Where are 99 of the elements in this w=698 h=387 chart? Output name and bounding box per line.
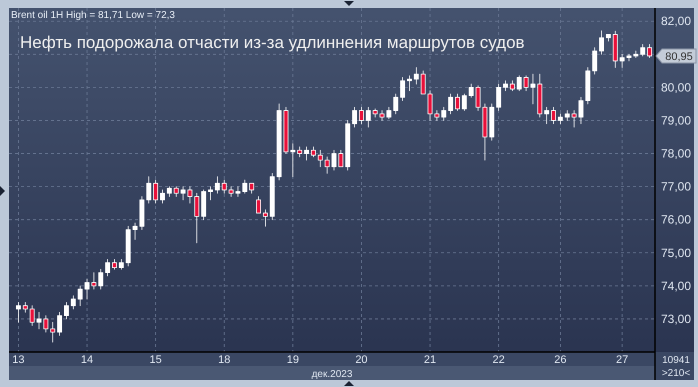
candlestick: [153, 180, 158, 204]
candlestick: [496, 84, 502, 111]
candlestick: [166, 186, 172, 197]
candlestick: [256, 196, 261, 214]
candlestick: [647, 44, 652, 58]
candlestick: [448, 94, 454, 114]
candlestick: [482, 104, 488, 161]
candlestick: [214, 176, 220, 194]
candlestick: [530, 74, 536, 104]
candlestick: [434, 110, 440, 121]
candlestick: [57, 312, 62, 336]
candlestick: [592, 47, 598, 75]
candlestick: [476, 85, 481, 111]
candlestick: [352, 106, 358, 128]
candlestick: [524, 75, 529, 92]
candlestick: [324, 156, 330, 174]
candlestick: [160, 190, 165, 204]
candlestick: [64, 302, 69, 320]
y-tick-label: 74,00: [660, 278, 692, 293]
candlestick: [91, 272, 96, 290]
chart-subtitle: Brent oil 1H High = 81,71 Low = 72,3: [11, 10, 176, 21]
x-tick-label: 27: [616, 354, 628, 366]
candlestick: [558, 113, 563, 124]
candlestick: [208, 186, 213, 200]
x-axis-title: дек.2023: [312, 369, 353, 380]
candlestick: [578, 96, 584, 124]
candlestick: [98, 268, 104, 290]
x-tick-label: 20: [355, 354, 368, 366]
x-tick-label: 13: [12, 354, 25, 366]
candlestick: [84, 278, 90, 300]
candlestick: [358, 106, 364, 124]
candlestick: [620, 54, 625, 68]
candlestick: [118, 258, 124, 270]
candlestick: [187, 186, 192, 204]
candlestick: [585, 67, 590, 104]
x-tick-label: 22: [492, 354, 505, 366]
candlestick: [270, 172, 275, 220]
candlestick: [332, 150, 336, 170]
x-tick-label: 21: [424, 354, 436, 366]
candlestick: [462, 94, 467, 111]
candlestick: [262, 209, 268, 227]
candlestick: [599, 30, 604, 55]
y-tick-label: 77,00: [660, 180, 692, 194]
x-tick-label: 19: [286, 354, 299, 366]
x-tick-label: 14: [80, 354, 94, 366]
candlestick: [345, 120, 350, 170]
candlestick: [386, 106, 392, 120]
text: >210<: [662, 368, 690, 379]
candlestick: [132, 222, 138, 240]
candlestick: [572, 110, 577, 128]
text: Нефть подорожала отчасти из-за удлиннения маршрутов судов: [20, 33, 525, 52]
candlestick: [551, 106, 556, 124]
candlestick: [516, 75, 522, 92]
candlestick: [310, 146, 316, 158]
candlestick: [612, 30, 618, 68]
y-tick-label: 75,00: [660, 246, 692, 260]
candlestick: [43, 315, 48, 333]
candlestick: [606, 34, 611, 42]
y-tick-label: 79,00: [660, 113, 692, 128]
candlestick: [180, 186, 186, 200]
candlestick: [441, 106, 446, 121]
candlestick: [633, 50, 638, 58]
candlestick: [428, 90, 432, 121]
candlestick: [139, 196, 144, 230]
candlestick: [30, 305, 35, 326]
candlestick: [380, 110, 384, 121]
candlestick: [407, 75, 412, 92]
candlestick: [503, 80, 508, 92]
candlestick: [36, 312, 42, 330]
candlestick: [105, 258, 110, 276]
candlestick: [468, 84, 474, 98]
candlestick: [228, 186, 234, 197]
candlestick: [626, 54, 632, 62]
text: 80,95: [665, 50, 693, 63]
x-tick-label: 15: [150, 354, 162, 366]
candlestick: [304, 146, 310, 161]
candlestick: [455, 94, 460, 111]
candlestick: [16, 302, 21, 323]
x-tick-label: 18: [218, 354, 230, 366]
candlestick: [70, 295, 76, 310]
candlestick: [78, 285, 83, 306]
y-tick-label: 76,00: [660, 212, 692, 227]
candlestick: [338, 150, 344, 168]
y-tick-label: 73,00: [660, 312, 692, 326]
candlestick: [236, 186, 240, 197]
candlestick: [284, 106, 288, 154]
candlestick: [489, 104, 494, 141]
x-tick-label: 26: [554, 354, 567, 366]
y-tick-label: 82,00: [660, 14, 692, 28]
y-tick-label: 78,00: [660, 146, 692, 161]
candlestick: [400, 77, 406, 102]
text: 10941: [662, 355, 690, 366]
candlestick: [393, 94, 398, 114]
candlestick: [126, 226, 131, 266]
candlestick: [222, 180, 227, 194]
candlestick: [112, 258, 117, 270]
candlestick: [276, 104, 282, 180]
y-tick-label: 80,00: [660, 80, 692, 94]
candlestick: [510, 80, 515, 92]
